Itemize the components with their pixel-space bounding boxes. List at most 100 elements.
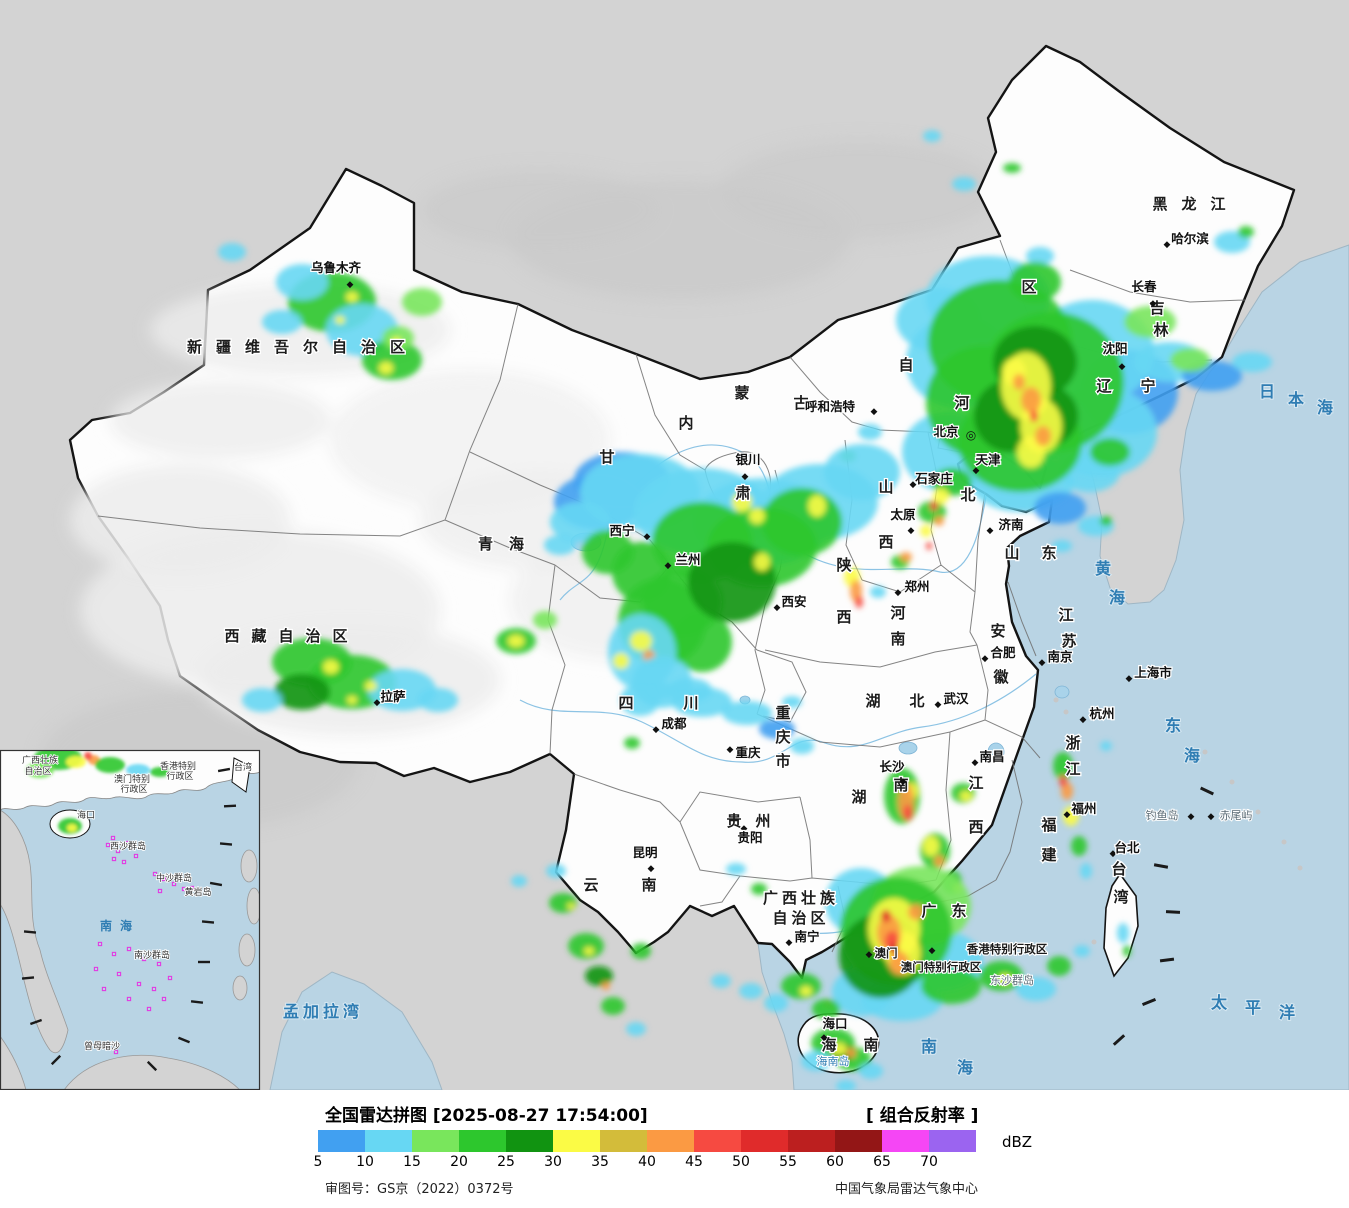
city-label: 成都 <box>661 716 687 731</box>
province-label: 山 <box>878 478 893 496</box>
radar-echo <box>762 488 842 556</box>
radar-echo <box>1030 410 1038 422</box>
radar-echo <box>858 424 882 440</box>
province-label: 黑龙江 <box>1152 195 1239 213</box>
island-mark <box>171 881 177 887</box>
island-mark <box>121 859 127 865</box>
sea-label: 海 <box>1109 588 1125 607</box>
province-label: 云 <box>583 876 598 894</box>
small-label: 澳门特别行政区 <box>901 960 982 974</box>
nine-dash-segment <box>219 842 233 846</box>
city-label: 杭州 <box>1089 706 1114 721</box>
inset-label: 海口 <box>77 809 95 821</box>
radar-echo <box>533 611 557 629</box>
radar-echo <box>262 310 302 334</box>
colorbar-tick: 60 <box>826 1154 844 1170</box>
city-marker: ◆ <box>644 532 651 542</box>
city-marker: ◆ <box>774 603 781 613</box>
radar-echo <box>726 863 746 875</box>
colorbar-segment <box>929 1130 976 1152</box>
colorbar-unit-label: dBZ <box>1002 1133 1033 1151</box>
city-marker: ◆ <box>347 280 354 290</box>
city-label: 长沙 <box>879 759 905 774</box>
island-mark <box>152 871 158 877</box>
radar-echo <box>923 836 939 856</box>
radar-echo <box>933 488 949 504</box>
sea-label: 海 <box>1317 398 1333 417</box>
radar-echo <box>624 737 640 749</box>
city-label: 呼和浩特 <box>805 399 856 414</box>
radar-echo <box>781 973 821 999</box>
radar-echo <box>391 337 401 345</box>
city-label: 昆明 <box>632 845 657 860</box>
radar-echo <box>859 1063 883 1079</box>
province-label: 区 <box>1021 278 1036 296</box>
island-mark <box>189 885 195 891</box>
inset-label: 行政区 <box>120 783 147 795</box>
boundary-dash <box>1159 957 1175 963</box>
radar-echo <box>800 986 812 996</box>
nine-dash-segment <box>223 804 237 808</box>
radar-echo <box>930 501 938 511</box>
radar-echo <box>751 883 767 895</box>
city-label: 银川 <box>735 452 760 467</box>
island-mark <box>101 986 107 992</box>
bay-of-bengal-area <box>269 971 443 1091</box>
city-marker: ◆ <box>648 864 655 874</box>
city-marker: ◆ <box>1064 810 1071 820</box>
city-marker: ◆ <box>900 777 907 787</box>
province-label: 广 <box>921 902 936 920</box>
radar-echo <box>323 660 339 674</box>
poi-marker: ◆ <box>1208 812 1215 822</box>
inset-label: 西沙群岛 <box>110 840 146 852</box>
island-mark <box>181 886 187 892</box>
province-label: 徽 <box>992 668 1009 686</box>
island-mark <box>126 996 132 1002</box>
legend-panel: 全国雷达拼图 [2025-08-27 17:54:00] [ 组合反射率 ] d… <box>0 1090 1349 1208</box>
inset-marks <box>21 767 237 1072</box>
inset-label: 南海 <box>100 918 140 933</box>
province-label: 安 <box>990 622 1005 640</box>
colorbar-tick: 15 <box>403 1154 421 1170</box>
city-label: 台北 <box>1114 840 1140 855</box>
sea-label: 平 <box>1245 998 1261 1017</box>
nine-dash-segment <box>217 767 231 773</box>
island-mark <box>146 1006 152 1012</box>
radar-echo <box>544 535 576 555</box>
province-label: 福 <box>1040 816 1056 834</box>
island-mark <box>141 956 147 962</box>
island-mark <box>161 876 167 882</box>
colorbar-segment <box>600 1130 647 1152</box>
province-label: 西 <box>878 533 893 551</box>
province-label: 湾 <box>1113 888 1128 906</box>
inset-frame <box>0 749 261 1091</box>
city-label: 天津 <box>975 452 1001 467</box>
colorbar-segment <box>882 1130 929 1152</box>
inset-label: 台湾 <box>234 761 252 773</box>
radar-echo <box>923 130 941 142</box>
radar-echo-inset <box>67 824 77 832</box>
colorbar-segment <box>835 1130 882 1152</box>
sea-label: 本 <box>1288 390 1304 409</box>
province-label: 江 <box>968 774 983 792</box>
province-label: 内 <box>678 414 693 432</box>
colorbar-tick: 35 <box>591 1154 609 1170</box>
radar-echo <box>952 177 976 191</box>
sea-label: 海 <box>1184 746 1200 765</box>
boundary-dash <box>1165 910 1181 914</box>
province-label: 宁 <box>1140 377 1155 395</box>
radar-echo <box>934 516 944 526</box>
colorbar-tick: 55 <box>779 1154 797 1170</box>
radar-echo <box>900 552 912 562</box>
colorbar-tick: 5 <box>313 1154 323 1170</box>
city-label: 北京 <box>933 424 959 439</box>
colorbar-segment <box>788 1130 835 1152</box>
small-label: 澳门 <box>875 946 898 960</box>
small-label: 钓鱼岛 <box>1146 808 1179 822</box>
province-label: 重 <box>775 704 790 722</box>
island-mark <box>126 946 132 952</box>
radar-echo <box>1034 492 1086 524</box>
product-label: [ 组合反射率 ] <box>866 1106 979 1126</box>
city-label: 南宁 <box>794 929 819 944</box>
